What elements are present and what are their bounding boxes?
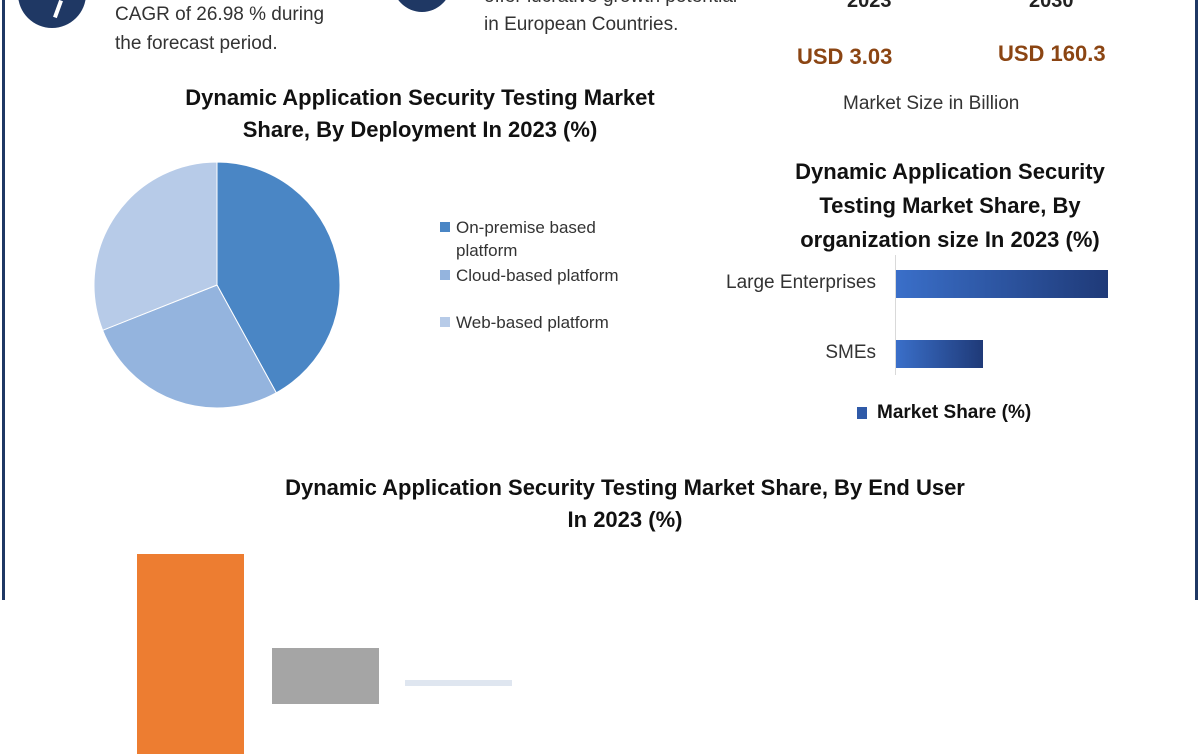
- europe-icon: [392, 0, 452, 12]
- deployment-pie-chart: [93, 161, 341, 409]
- org-legend: Market Share (%): [857, 402, 1031, 424]
- value-end: USD 160.3: [998, 41, 1106, 66]
- org-axis-line: [895, 255, 896, 375]
- org-title: Dynamic Application Security Testing Mar…: [760, 155, 1140, 257]
- org-title-line1: Dynamic Application Security: [795, 159, 1105, 184]
- frame-border-left: [2, 0, 5, 600]
- pie-title-line2: Share, By Deployment In 2023 (%): [242, 117, 598, 142]
- org-legend-swatch: [857, 407, 867, 419]
- legend-swatch: [440, 222, 450, 232]
- cagr-icon: [18, 0, 86, 28]
- org-title-line2: Testing Market Share, By: [819, 193, 1081, 218]
- legend-label: On-premise based platform: [456, 218, 596, 260]
- pie-legend-item: Web-based platform: [440, 311, 609, 334]
- year-start: 2023: [847, 0, 892, 12]
- europe-text-line1: offer lucrative growth potential: [484, 0, 737, 10]
- legend-swatch: [440, 317, 450, 327]
- legend-swatch: [440, 270, 450, 280]
- cagr-text-line1: CAGR of 26.98 % during: [115, 4, 325, 25]
- enduser-bar: [405, 680, 512, 687]
- market-size-label: Market Size in Billion: [843, 93, 1020, 114]
- cagr-text-line2: the forecast period.: [115, 33, 278, 54]
- org-title-line3: organization size In 2023 (%): [800, 227, 1100, 252]
- pie-slice-2: [93, 161, 218, 331]
- legend-label: Web-based platform: [456, 313, 609, 332]
- enduser-title: Dynamic Application Security Testing Mar…: [200, 472, 1050, 536]
- pie-title-line1: Dynamic Application Security Testing Mar…: [185, 85, 655, 110]
- enduser-bar: [272, 647, 379, 704]
- org-legend-label: Market Share (%): [877, 402, 1032, 423]
- pie-legend-item: On-premise based platform: [440, 216, 596, 262]
- org-bar: [896, 340, 983, 368]
- org-bar: [896, 270, 1108, 298]
- org-category-label: Large Enterprises: [726, 272, 876, 293]
- year-end: 2030: [1029, 0, 1074, 12]
- pie-legend-item: Cloud-based platform: [440, 264, 619, 287]
- org-category-label: SMEs: [825, 342, 876, 363]
- frame-border-right: [1195, 0, 1198, 600]
- pie-slice-1: [101, 284, 277, 409]
- legend-label: Cloud-based platform: [456, 266, 619, 285]
- value-start: USD 3.03: [797, 44, 893, 69]
- pie-title: Dynamic Application Security Testing Mar…: [120, 82, 720, 146]
- pie-slice-0: [216, 161, 341, 394]
- europe-text-line2: in European Countries.: [484, 14, 679, 35]
- enduser-title-line1: Dynamic Application Security Testing Mar…: [285, 475, 965, 500]
- enduser-bar: [137, 554, 244, 754]
- enduser-title-line2: In 2023 (%): [567, 507, 683, 532]
